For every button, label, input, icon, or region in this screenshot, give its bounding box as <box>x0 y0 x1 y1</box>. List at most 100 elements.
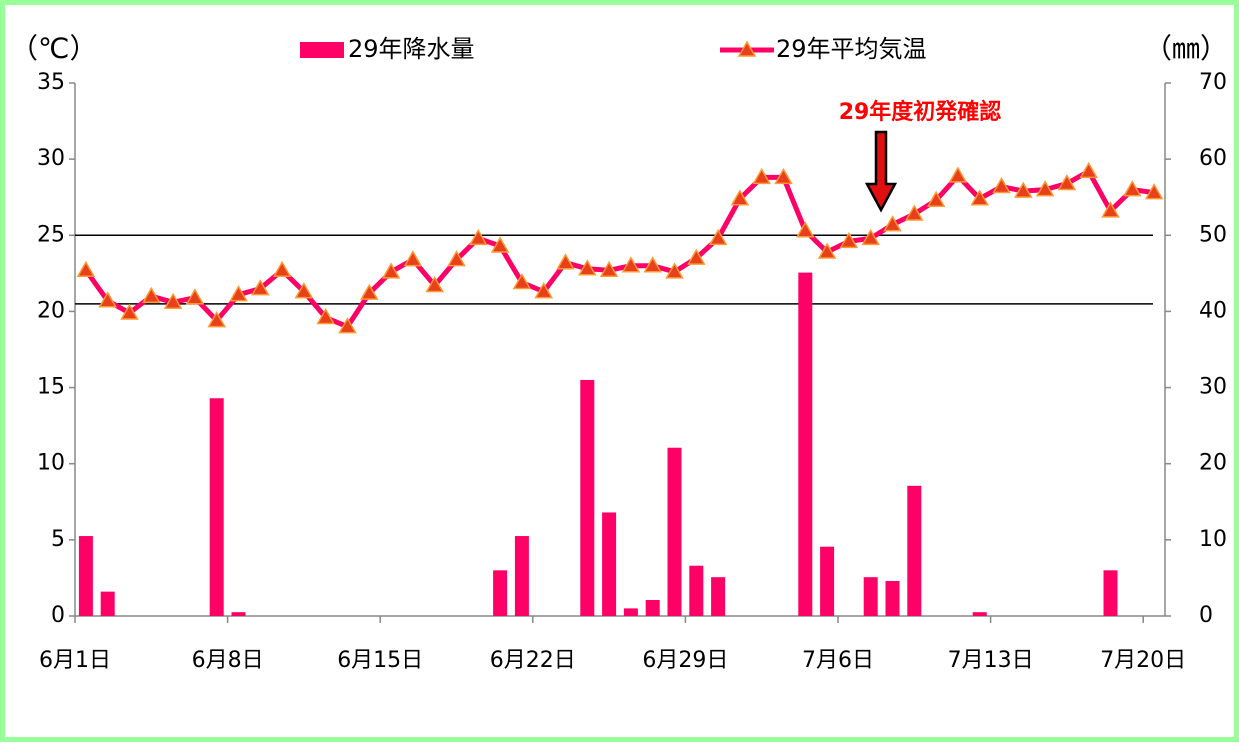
line-marker <box>512 272 532 290</box>
line-marker <box>970 189 989 206</box>
bar <box>667 447 682 616</box>
bar <box>78 536 93 616</box>
x-tick-label: 6月8日 <box>192 648 264 673</box>
line-marker <box>883 215 902 232</box>
bar <box>231 612 246 616</box>
line-marker <box>774 167 793 185</box>
line-marker <box>251 279 270 296</box>
bar <box>820 546 835 616</box>
line-marker <box>665 262 684 279</box>
line-marker <box>926 190 946 208</box>
y-axis-label: （℃） <box>10 32 97 65</box>
line-marker <box>1035 180 1055 197</box>
line-marker <box>992 177 1011 194</box>
line-marker <box>578 259 597 276</box>
line-marker <box>905 204 924 221</box>
line-marker <box>381 262 401 279</box>
bar <box>623 608 638 616</box>
line-marker <box>534 282 553 299</box>
line-marker <box>425 276 444 293</box>
line-marker <box>76 260 96 278</box>
line-marker <box>1079 161 1098 179</box>
line-marker <box>796 221 815 238</box>
line-marker <box>556 253 575 270</box>
x-tick-label: 6月22日 <box>490 648 576 673</box>
line-marker <box>490 236 510 253</box>
line-marker <box>1101 201 1120 218</box>
bar <box>100 591 115 616</box>
y-tick-label: 5 <box>51 527 65 552</box>
y2-tick-label: 20 <box>1199 451 1227 476</box>
bar <box>863 577 878 616</box>
line-marker <box>839 231 859 249</box>
y2-tick-label: 50 <box>1199 222 1227 247</box>
bar <box>689 565 704 616</box>
y-tick-label: 15 <box>37 375 65 400</box>
y-tick-label: 20 <box>37 298 65 323</box>
line-marker <box>1144 183 1164 200</box>
y2-tick-label: 60 <box>1199 146 1227 171</box>
x-tick-label: 6月1日 <box>39 648 111 673</box>
bar <box>602 512 617 616</box>
y2-tick-label: 40 <box>1199 298 1227 323</box>
x-tick-label: 6月29日 <box>642 648 728 673</box>
bar <box>798 272 813 616</box>
bar <box>493 570 508 616</box>
y-tick-label: 0 <box>51 603 65 628</box>
line-marker <box>730 189 750 206</box>
line-marker <box>272 260 292 278</box>
y2-tick-label: 10 <box>1199 527 1227 552</box>
annotation-arrow <box>864 130 898 213</box>
legend-label: 29年降水量 <box>348 35 475 63</box>
y-tick-label: 30 <box>37 146 65 171</box>
line-marker <box>1123 180 1142 197</box>
line-marker <box>185 288 205 305</box>
y-tick-label: 10 <box>37 451 65 476</box>
bar <box>907 485 922 616</box>
line-marker <box>207 311 226 328</box>
line-marker <box>447 250 466 267</box>
line-marker <box>229 285 248 302</box>
bar <box>972 612 987 616</box>
y2-axis-label: （㎜） <box>1144 32 1228 65</box>
line-marker <box>294 282 314 299</box>
legend-swatch <box>300 42 344 58</box>
line-marker <box>316 308 335 325</box>
bar <box>711 577 726 616</box>
x-tick-label: 7月20日 <box>1100 648 1186 673</box>
line-marker <box>1057 173 1077 191</box>
line-marker <box>599 260 619 278</box>
line-marker <box>861 228 880 246</box>
line-marker <box>643 256 662 273</box>
y2-tick-label: 0 <box>1199 603 1213 628</box>
line-marker <box>708 228 728 246</box>
line-marker <box>469 228 488 246</box>
line-marker <box>752 167 771 185</box>
y2-tick-label: 70 <box>1199 70 1227 95</box>
line-marker <box>163 292 183 310</box>
annotation: 29年度初発確認 <box>839 99 1002 125</box>
bar <box>514 536 529 616</box>
line-marker <box>948 166 968 183</box>
bar <box>645 600 660 616</box>
bar <box>885 580 900 616</box>
line-marker <box>621 256 641 273</box>
line-marker <box>687 248 706 265</box>
x-tick-label: 7月13日 <box>948 648 1034 673</box>
line-marker <box>120 303 139 320</box>
line-marker <box>98 291 117 308</box>
line-marker <box>817 242 837 259</box>
legend-label: 29年平均気温 <box>776 35 927 63</box>
line-marker <box>1014 181 1033 198</box>
line-marker <box>142 286 161 303</box>
bar <box>1103 570 1118 616</box>
line-marker <box>360 283 379 300</box>
x-tick-label: 6月15日 <box>337 648 423 673</box>
y2-tick-label: 30 <box>1199 375 1227 400</box>
line-marker <box>338 317 357 334</box>
y-tick-label: 35 <box>37 70 65 95</box>
bar <box>580 379 595 616</box>
